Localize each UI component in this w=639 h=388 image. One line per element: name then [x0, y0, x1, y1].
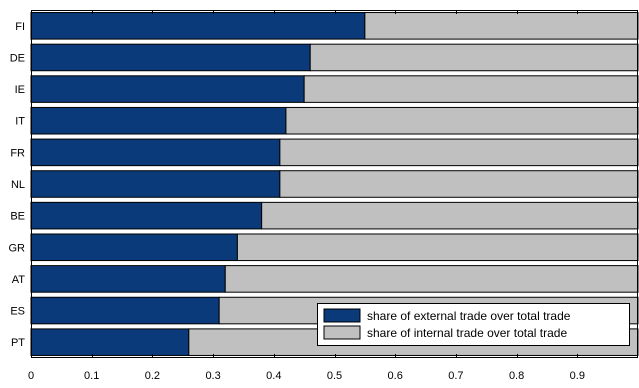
bar-NL-series-1	[30, 170, 281, 198]
bar-FI-series-2	[364, 12, 639, 40]
y-tick-label: ES	[10, 306, 25, 318]
x-tick-labels: 0 0.1 0.2 0.3 0.4 0.5 0.6 0.7 0.8 0.9	[28, 10, 585, 382]
y-tick-label: AT	[12, 274, 26, 286]
x-tick-label: 0.2	[145, 370, 160, 382]
y-tick-labels: FI DE IE IT FR NL BE GR AT ES PT	[9, 21, 26, 349]
bar-DE-series-1	[30, 43, 311, 72]
bar-GR-series-2	[236, 233, 639, 262]
y-tick-label: DE	[10, 52, 25, 64]
legend-swatch-2	[323, 325, 361, 340]
bar-FI-series-1	[30, 12, 366, 40]
bar-IT-series-2	[285, 106, 639, 135]
bar-IT-series-1	[30, 106, 287, 135]
y-tick-label: GR	[9, 242, 26, 254]
legend-box	[317, 303, 630, 346]
legend-label-2: share of internal trade over total trade	[367, 326, 567, 340]
legend-swatch-1	[323, 308, 361, 323]
bar-AT-series-1	[30, 265, 226, 293]
bar-IE-series-1	[30, 75, 305, 103]
legend: share of external trade over total trade…	[317, 303, 630, 346]
y-tick-label: NL	[11, 179, 25, 191]
bar-AT-series-2	[224, 265, 639, 293]
x-tick-label: 0.1	[84, 370, 99, 382]
bar-NL-series-2	[279, 170, 639, 198]
y-tick-label: PT	[11, 337, 25, 349]
bar-BE-series-2	[261, 201, 639, 230]
x-tick-label: 0.8	[509, 370, 524, 382]
bar-GR-series-1	[30, 233, 238, 262]
bar-FR-series-1	[30, 138, 281, 167]
y-tick-label: IT	[15, 116, 25, 128]
x-tick-label: 0.9	[570, 370, 585, 382]
x-tick-label: 0.3	[205, 370, 220, 382]
y-tick-label: FR	[10, 147, 25, 159]
y-tick-label: BE	[10, 211, 25, 223]
bar-ES-series-1	[30, 296, 220, 325]
x-tick-label: 0.7	[448, 370, 463, 382]
x-tick-label: 0.5	[327, 370, 342, 382]
bar-DE-series-2	[309, 43, 639, 72]
axes-frame	[31, 10, 638, 358]
legend-label-1: share of external trade over total trade	[367, 309, 571, 323]
x-tick-label: 0.4	[266, 370, 281, 382]
bar-BE-series-1	[30, 201, 263, 230]
x-tick-label: 0.6	[388, 370, 403, 382]
bar-PT-series-1	[30, 328, 190, 356]
y-tick-label: IE	[15, 84, 25, 96]
bar-FR-series-2	[279, 138, 639, 167]
y-tick-label: FI	[15, 21, 25, 33]
bar-IE-series-2	[303, 75, 639, 103]
x-tick-label: 0	[28, 370, 34, 382]
